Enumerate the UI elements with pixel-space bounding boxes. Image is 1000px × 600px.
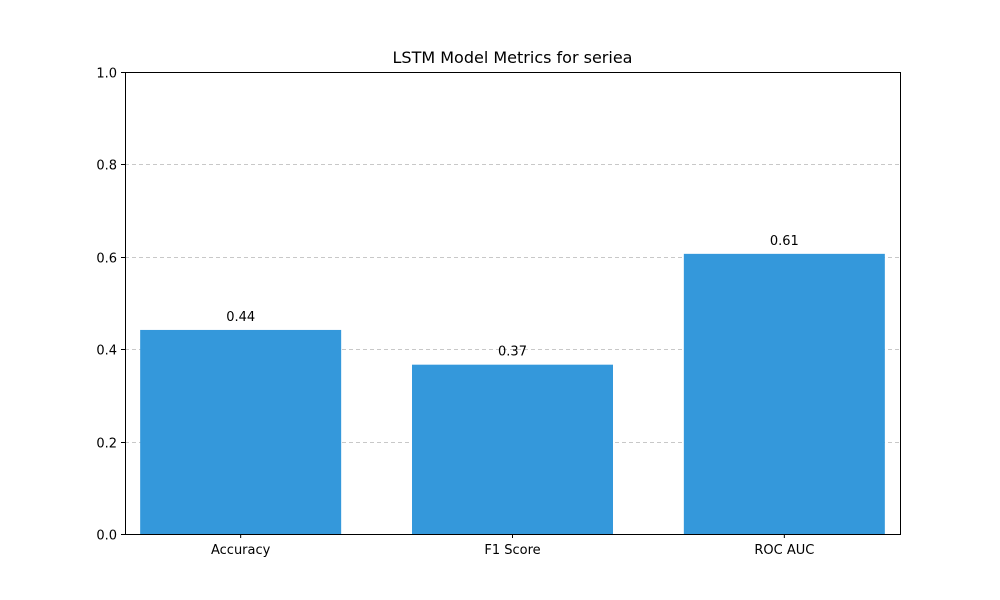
bar-f1-score — [412, 364, 613, 534]
chart-title: LSTM Model Metrics for seriea — [393, 48, 633, 67]
bar-accuracy — [140, 329, 342, 534]
data-labels: 0.44 0.37 0.61 — [226, 234, 799, 360]
y-tick-label: 0.2 — [96, 437, 117, 452]
y-tick-label: 0.0 — [96, 529, 117, 544]
y-tick-label: 0.8 — [96, 159, 117, 174]
bar-roc-auc — [683, 253, 885, 534]
bar-value-label: 0.61 — [770, 234, 799, 249]
y-axis: 0.0 0.2 0.4 0.6 0.8 1.0 — [96, 67, 125, 544]
bar-value-label: 0.44 — [226, 310, 255, 325]
x-tick-label: F1 Score — [484, 543, 540, 558]
x-axis: Accuracy F1 Score ROC AUC — [211, 534, 814, 558]
y-tick-label: 1.0 — [96, 67, 117, 82]
bar-value-label: 0.37 — [498, 345, 527, 360]
x-tick-label: Accuracy — [211, 543, 271, 558]
bars — [140, 253, 885, 534]
y-tick-label: 0.6 — [96, 252, 117, 267]
x-tick-label: ROC AUC — [754, 543, 814, 558]
y-tick-label: 0.4 — [96, 344, 117, 359]
